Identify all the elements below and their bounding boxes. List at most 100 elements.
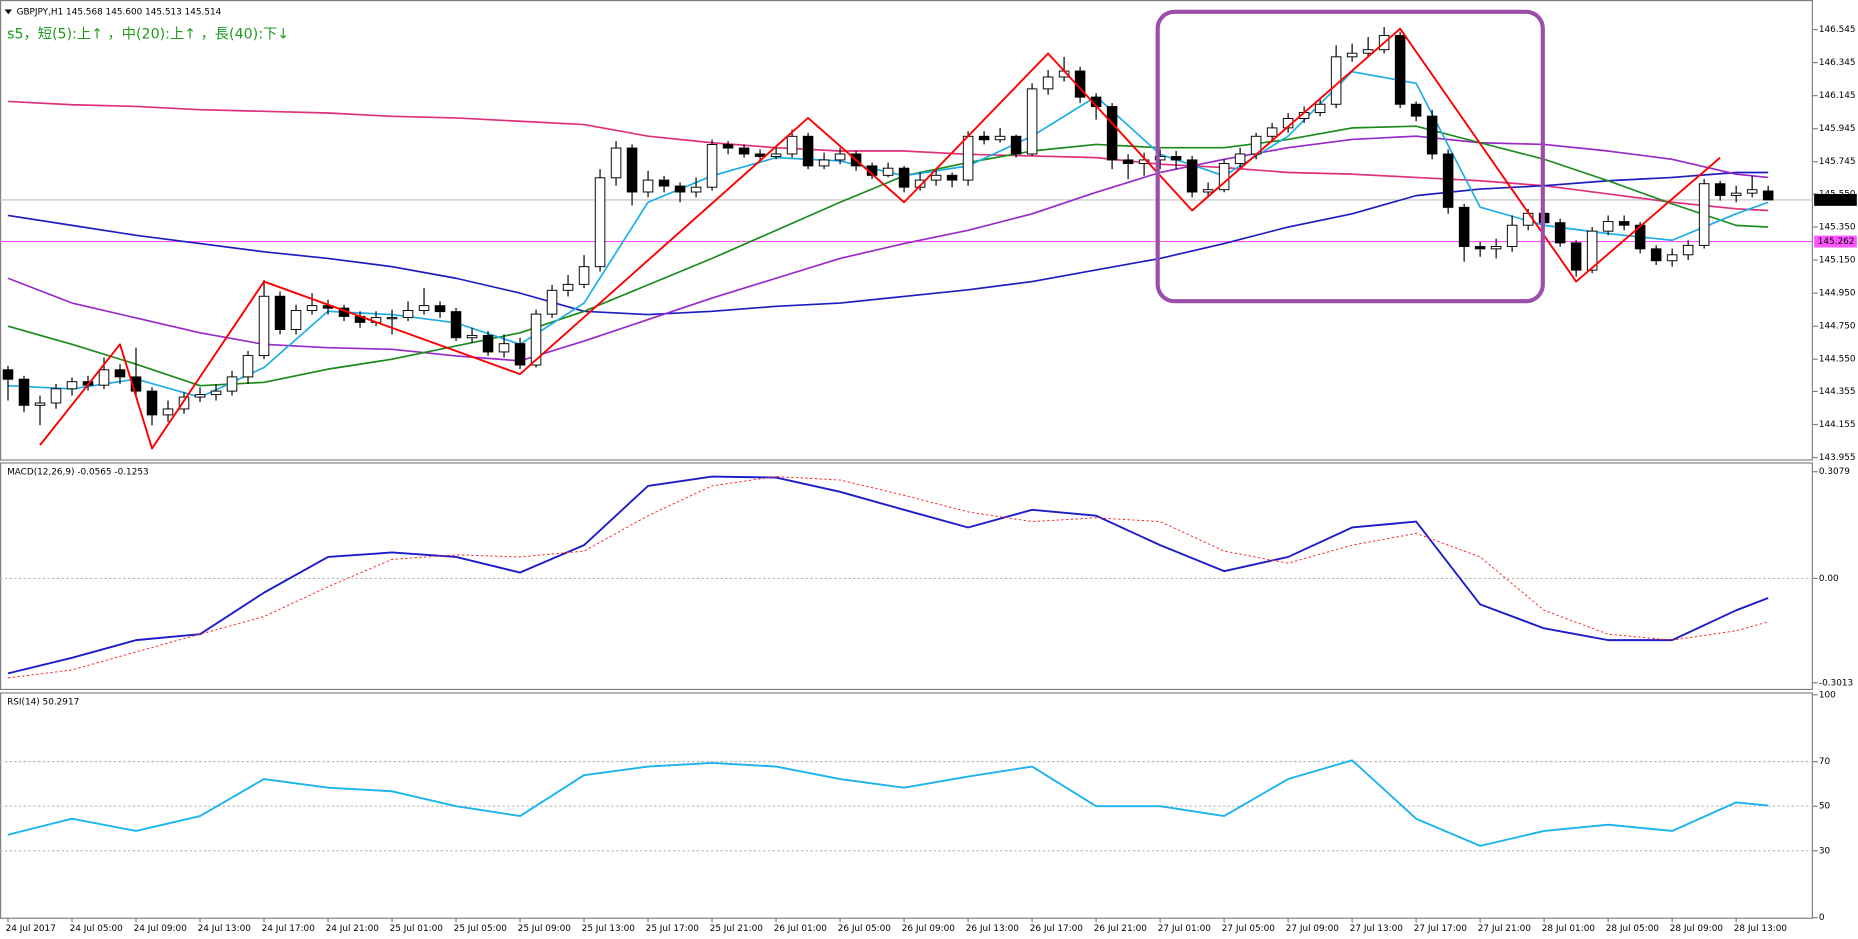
x-tick-label: 25 Jul 09:00 [518, 924, 572, 934]
plot-layer: 146.545 146.345 146.145 145.945 145.745 145.5… [0, 25, 1857, 934]
y-tick-label: 144.550 [1819, 355, 1856, 365]
candle-body [1554, 222, 1566, 244]
x-tick-label: 25 Jul 05:00 [454, 924, 508, 934]
y-tick-label: 0.3079 [1819, 467, 1850, 477]
y-tick-label: 145.150 [1819, 256, 1856, 266]
candle-body [834, 153, 846, 161]
y-tick-label: 0 [1819, 913, 1825, 923]
candle-body [1010, 135, 1022, 155]
y-tick-label: 146.145 [1819, 91, 1856, 101]
candle-body [1650, 248, 1662, 262]
candle-body [306, 305, 318, 311]
candle-body [146, 390, 158, 416]
y-tick-label: 145.945 [1819, 124, 1856, 134]
candle-body [50, 388, 62, 404]
candle-body [1506, 224, 1518, 247]
candle-body [978, 135, 990, 141]
candle-body [642, 179, 654, 193]
candle-body [1170, 155, 1182, 161]
candle-body [706, 144, 718, 188]
current-price-box [1814, 193, 1857, 206]
candle-body [466, 334, 478, 339]
candle-body [1682, 244, 1694, 256]
candle-body [994, 135, 1006, 141]
candle-body [386, 317, 398, 320]
x-tick-label: 25 Jul 13:00 [582, 924, 636, 934]
x-tick-label: 24 Jul 05:00 [70, 924, 124, 934]
x-tick-label: 25 Jul 21:00 [710, 924, 764, 934]
candle-body [930, 174, 942, 181]
candle-body [1218, 163, 1230, 191]
candle-body [130, 376, 142, 392]
candle-body [946, 174, 958, 181]
candle-body [1602, 221, 1614, 232]
candle-body [1474, 246, 1486, 250]
chart-subtitle: s5，短(5):上↑ ，中(20):上↑ ，長(40):下↓ [7, 25, 289, 42]
candle-body [882, 167, 894, 176]
chart-title: GBPJPY,H1 145.568 145.600 145.513 145.51… [17, 7, 222, 17]
candle-body [802, 135, 814, 167]
x-tick-label: 28 Jul 13:00 [1734, 924, 1788, 934]
candle-body [1698, 183, 1710, 246]
candle-body [1746, 189, 1758, 194]
candle-body [770, 153, 782, 157]
indicator-line [7, 476, 1769, 679]
candle-body [482, 334, 494, 353]
candle-body [722, 144, 734, 149]
x-tick-label: 28 Jul 05:00 [1606, 924, 1660, 934]
y-tick-label: -0.3013 [1819, 678, 1853, 688]
y-tick-label: 50 [1819, 802, 1831, 812]
macd-panel-frame [0, 462, 1813, 691]
candle-body [1410, 103, 1422, 117]
candle-body [786, 135, 798, 155]
candle-body [1730, 192, 1742, 196]
y-tick-label: 145.350 [1819, 223, 1856, 233]
candle-body [1186, 159, 1198, 193]
x-tick-label: 24 Jul 21:00 [326, 924, 380, 934]
candle-body [98, 369, 110, 386]
candle-body [162, 408, 174, 416]
candle-body [434, 305, 446, 313]
candle-body [658, 179, 670, 187]
candle-body [1314, 103, 1326, 113]
y-tick-label: 100 [1819, 690, 1836, 700]
candle-body [242, 355, 254, 378]
candle-body [1234, 153, 1246, 165]
x-tick-label: 26 Jul 17:00 [1030, 924, 1084, 934]
candle-body [610, 147, 622, 179]
candle-body [418, 305, 430, 311]
y-tick-label: 30 [1819, 846, 1831, 856]
menu-arrow [4, 9, 12, 15]
candle-body [258, 295, 270, 357]
candle-body [1666, 254, 1678, 262]
candle-body [690, 186, 702, 193]
candle-body [290, 309, 302, 330]
candle-body [514, 343, 526, 366]
x-tick-label: 28 Jul 09:00 [1670, 924, 1724, 934]
y-tick-label: 144.155 [1819, 420, 1856, 430]
candle-body [1106, 106, 1118, 161]
y-tick-label: 70 [1819, 757, 1831, 767]
y-tick-label: 146.345 [1819, 58, 1856, 68]
rsi-title: RSI(14) 50.2917 [7, 697, 79, 707]
current-price-label: 145.514 [1818, 195, 1855, 205]
macd-title: MACD(12,26,9) -0.0565 -0.1253 [7, 467, 149, 477]
y-tick-label: 144.950 [1819, 289, 1856, 299]
x-tick-label: 27 Jul 17:00 [1414, 924, 1468, 934]
y-tick-label: 143.955 [1819, 453, 1856, 463]
candle-body [210, 390, 222, 396]
moving-average [7, 135, 1769, 362]
candle-body [1154, 155, 1166, 161]
candle-body [818, 159, 830, 167]
candle-body [1522, 212, 1534, 226]
candle-body [1442, 153, 1454, 208]
candle-body [1122, 159, 1134, 165]
candle-body [1426, 115, 1438, 155]
zigzag [39, 27, 1721, 450]
candle-body [450, 311, 462, 339]
candle-body [1042, 76, 1054, 90]
candle-body [2, 369, 14, 380]
y-tick-label: 0.00 [1819, 574, 1839, 584]
main-panel-frame [0, 0, 1813, 461]
